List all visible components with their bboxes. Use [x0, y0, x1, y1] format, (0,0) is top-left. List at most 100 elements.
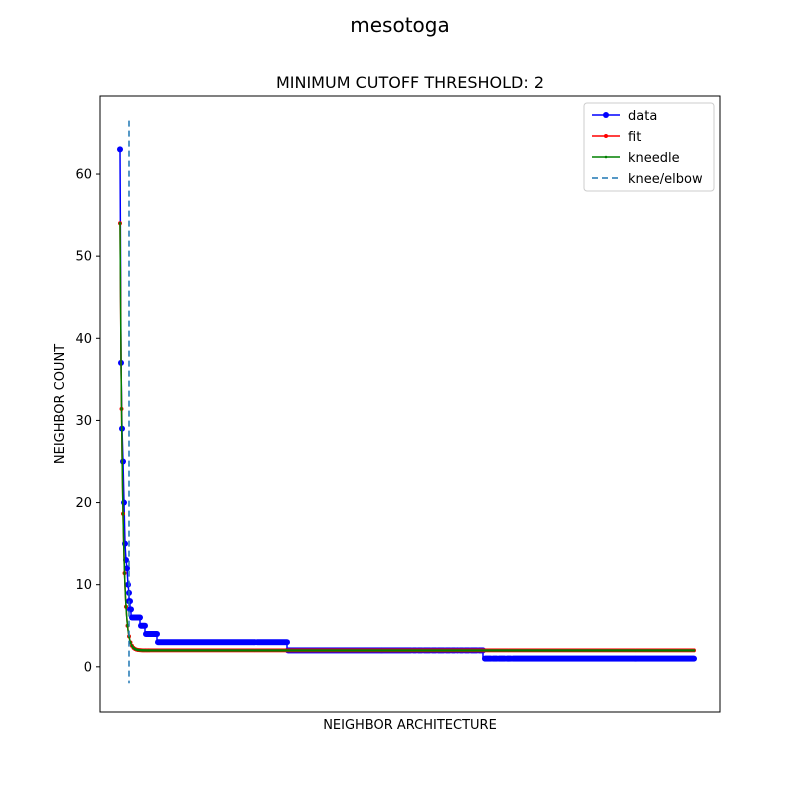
data-point: [121, 499, 127, 506]
kneedle-series-point: [578, 649, 582, 652]
kneedle-series-point: [466, 649, 470, 652]
kneedle-series-point: [170, 649, 174, 652]
kneedle-series-point: [252, 649, 256, 652]
kneedle-series-point: [510, 649, 514, 652]
kneedle-series-point: [129, 641, 132, 644]
y-tick-label: 30: [75, 414, 92, 429]
kneedle-series-point: [338, 649, 342, 652]
kneedle-series-point: [674, 649, 678, 652]
kneedle-series-point: [156, 649, 160, 652]
kneedle-series-point: [610, 649, 614, 652]
kneedle-series-point: [328, 649, 332, 652]
kneedle-series-point: [236, 649, 240, 652]
kneedle-series-point: [468, 649, 472, 652]
kneedle-series-markers: [118, 222, 696, 652]
y-tick-label: 0: [84, 660, 92, 675]
kneedle-series-point: [658, 649, 662, 652]
kneedle-series-point: [642, 649, 646, 652]
kneedle-series-point: [524, 649, 528, 652]
plot-title: MINIMUM CUTOFF THRESHOLD: 2: [276, 73, 544, 92]
kneedle-series-point: [180, 649, 184, 652]
kneedle-series-point: [454, 649, 458, 652]
kneedle-series-point: [500, 649, 504, 652]
kneedle-series-point: [536, 649, 540, 652]
kneedle-series-point: [484, 649, 488, 652]
kneedle-series-point: [512, 649, 516, 652]
kneedle-series-point: [606, 649, 610, 652]
kneedle-series-point: [398, 649, 402, 652]
kneedle-series-point: [356, 649, 360, 652]
kneedle-series-point: [632, 649, 636, 652]
kneedle-series-point: [152, 649, 156, 652]
legend-label: fit: [628, 130, 641, 145]
kneedle-series-point: [678, 649, 682, 652]
kneedle-series-point: [574, 649, 578, 652]
y-tick-label: 50: [75, 250, 92, 265]
data-point: [117, 146, 123, 153]
figure-suptitle: mesotoga: [350, 13, 449, 37]
kneedle-series-point: [352, 649, 356, 652]
kneedle-series-point: [492, 649, 496, 652]
kneedle-series-point: [448, 649, 452, 652]
kneedle-series-point: [570, 649, 574, 652]
kneedle-series-point: [288, 649, 292, 652]
kneedle-series-point: [124, 605, 128, 609]
kneedle-series-point: [380, 649, 384, 652]
kneedle-series-point: [562, 649, 566, 652]
kneedle-series-point: [123, 571, 126, 575]
kneedle-series-point: [368, 649, 372, 652]
kneedle-series-point: [656, 649, 660, 652]
kneedle-series-point: [254, 649, 258, 652]
kneedle-series-point: [286, 649, 290, 652]
data-point: [691, 655, 697, 662]
kneedle-series-point: [350, 649, 354, 652]
kneedle-series-point: [130, 644, 134, 648]
legend-swatch-marker: [604, 155, 608, 159]
kneedle-series-point: [212, 649, 216, 652]
kneedle-series-point: [558, 649, 562, 652]
kneedle-series-point: [544, 649, 548, 652]
kneedle-series-point: [370, 649, 374, 652]
kneedle-series-point: [416, 649, 420, 652]
kneedle-series-point: [624, 649, 628, 652]
kneedle-series-point: [318, 649, 322, 652]
kneedle-series-point: [366, 649, 370, 652]
kneedle-series-point: [326, 649, 330, 652]
kneedle-series-point: [248, 649, 252, 652]
kneedle-series-point: [496, 649, 500, 652]
kneedle-series-point: [218, 649, 222, 652]
kneedle-series-point: [196, 649, 200, 652]
kneedle-series-point: [450, 649, 454, 652]
kneedle-series-point: [538, 649, 542, 652]
kneedle-series-point: [430, 649, 434, 652]
kneedle-series-point: [346, 649, 350, 652]
kneedle-series-point: [364, 649, 368, 652]
kneedle-series-point: [204, 649, 208, 652]
kneedle-series-point: [234, 649, 238, 652]
kneedle-series-point: [264, 649, 268, 652]
kneedle-series-point: [534, 649, 538, 652]
kneedle-series-point: [508, 649, 512, 652]
kneedle-series-point: [190, 649, 194, 652]
kneedle-series-point: [548, 649, 552, 652]
kneedle-series-point: [216, 649, 220, 652]
kneedle-series-point: [652, 649, 656, 652]
kneedle-series-point: [284, 649, 288, 652]
kneedle-series-point: [206, 649, 210, 652]
kneedle-series-point: [358, 649, 362, 652]
kneedle-series-point: [258, 649, 262, 652]
kneedle-series-point: [240, 649, 244, 652]
kneedle-series-point: [672, 649, 676, 652]
kneedle-series-point: [604, 649, 608, 652]
kneedle-series-point: [620, 649, 624, 652]
kneedle-series-point: [308, 649, 312, 652]
kneedle-series-point: [494, 649, 498, 652]
legend: data fit kneedle knee/elbow: [583, 102, 715, 192]
kneedle-series-point: [282, 649, 286, 652]
y-tick-label: 10: [75, 578, 92, 593]
kneedle-series-point: [442, 649, 446, 652]
kneedle-series-point: [486, 649, 490, 652]
legend-item: knee/elbow: [592, 172, 703, 187]
data-point: [284, 639, 290, 646]
kneedle-series-point: [542, 649, 546, 652]
